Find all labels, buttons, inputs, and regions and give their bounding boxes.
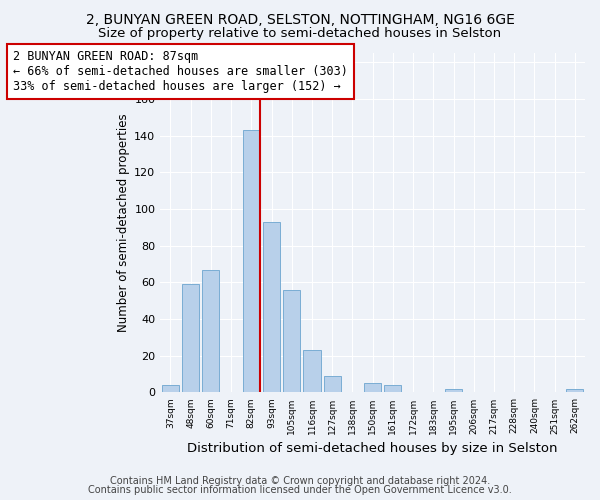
Text: Contains public sector information licensed under the Open Government Licence v3: Contains public sector information licen… — [88, 485, 512, 495]
Y-axis label: Number of semi-detached properties: Number of semi-detached properties — [117, 114, 130, 332]
Bar — [304, 350, 320, 393]
Bar — [202, 270, 220, 392]
Bar — [243, 130, 260, 392]
Bar — [566, 389, 583, 392]
Bar — [323, 376, 341, 392]
Bar — [263, 222, 280, 392]
Bar — [384, 385, 401, 392]
Bar — [283, 290, 301, 393]
Text: Contains HM Land Registry data © Crown copyright and database right 2024.: Contains HM Land Registry data © Crown c… — [110, 476, 490, 486]
Bar — [364, 384, 381, 392]
X-axis label: Distribution of semi-detached houses by size in Selston: Distribution of semi-detached houses by … — [187, 442, 558, 455]
Bar — [445, 389, 462, 392]
Text: Size of property relative to semi-detached houses in Selston: Size of property relative to semi-detach… — [98, 28, 502, 40]
Bar — [182, 284, 199, 393]
Text: 2, BUNYAN GREEN ROAD, SELSTON, NOTTINGHAM, NG16 6GE: 2, BUNYAN GREEN ROAD, SELSTON, NOTTINGHA… — [86, 12, 514, 26]
Text: 2 BUNYAN GREEN ROAD: 87sqm
← 66% of semi-detached houses are smaller (303)
33% o: 2 BUNYAN GREEN ROAD: 87sqm ← 66% of semi… — [13, 50, 348, 93]
Bar — [162, 385, 179, 392]
